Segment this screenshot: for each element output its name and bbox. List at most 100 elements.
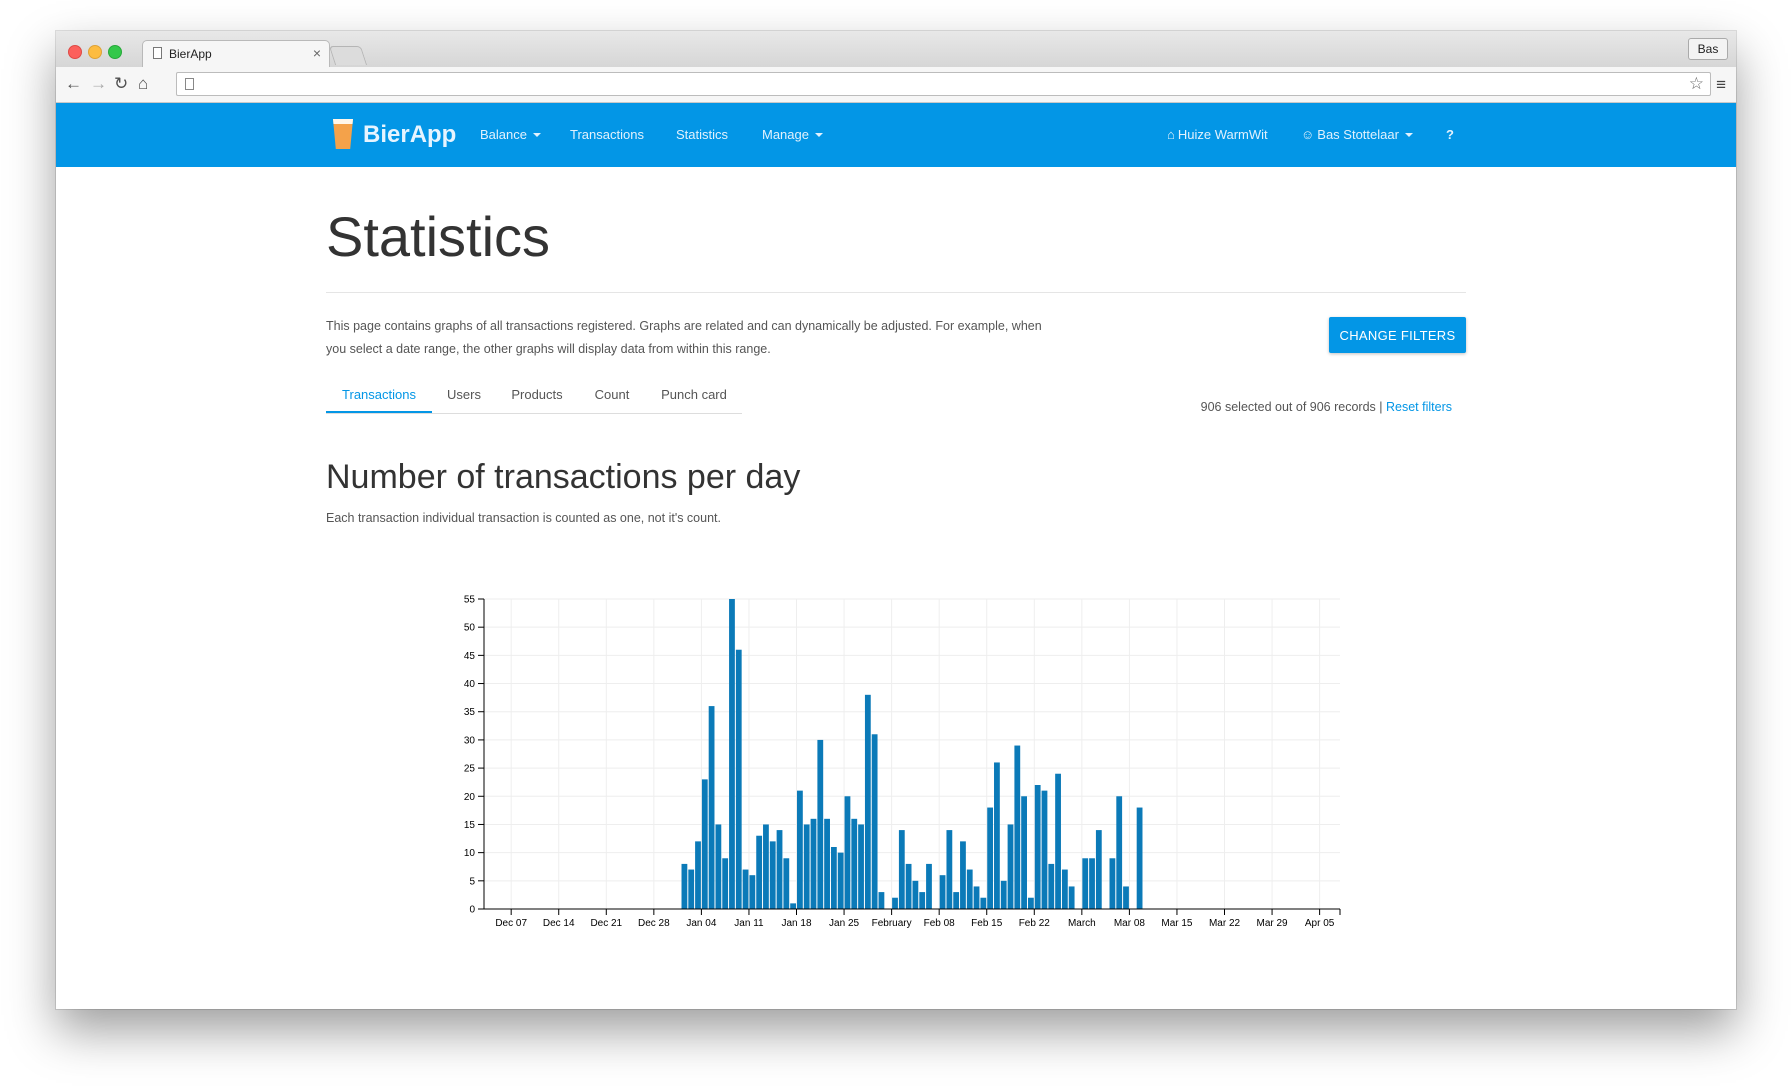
transactions-per-day-chart[interactable]: 0 5 10 15 20 25 30 35 40 45 50 55 Dec 07 Dec 14 Dec 21…: [436, 556, 1396, 936]
browser-tab-title: BierApp: [169, 47, 212, 61]
chart-bar[interactable]: [695, 841, 701, 909]
chart-bar[interactable]: [892, 897, 898, 909]
nav-house[interactable]: ⌂ Huize WarmWit: [1167, 127, 1268, 142]
chart-bar[interactable]: [851, 818, 858, 909]
chart-bar[interactable]: [729, 599, 735, 909]
address-bar[interactable]: ☆: [176, 72, 1711, 96]
chart-bar[interactable]: [1048, 863, 1055, 909]
chart-bar[interactable]: [905, 863, 912, 909]
browser-tab[interactable]: BierApp ×: [142, 40, 330, 68]
close-window-icon[interactable]: [68, 45, 82, 59]
chart-bar[interactable]: [1014, 745, 1021, 909]
chart-bar[interactable]: [749, 875, 756, 909]
chart-bar[interactable]: [803, 824, 810, 909]
chart-bar[interactable]: [926, 863, 932, 909]
x-tick-label: Dec 21: [590, 918, 622, 929]
x-tick-label: Jan 04: [686, 918, 716, 929]
tab-users[interactable]: Users: [447, 387, 481, 402]
chart-bar[interactable]: [735, 649, 742, 909]
nav-user[interactable]: ☺ Bas Stottelaar: [1301, 127, 1413, 142]
nav-transactions[interactable]: Transactions: [570, 127, 644, 142]
chart-bar[interactable]: [824, 818, 830, 909]
chart-bar[interactable]: [790, 903, 797, 909]
chart-bar[interactable]: [756, 835, 763, 909]
chart-bar[interactable]: [681, 863, 688, 909]
chart-bar[interactable]: [708, 706, 715, 909]
chart-bar[interactable]: [973, 886, 980, 909]
chart-bar[interactable]: [987, 807, 994, 909]
tab-count[interactable]: Count: [594, 387, 630, 402]
chart-bar[interactable]: [742, 869, 749, 909]
chart-bar[interactable]: [871, 734, 878, 909]
chart-bar[interactable]: [858, 824, 864, 909]
records-count: 906 selected out of 906 records: [1200, 400, 1376, 414]
chart-bar[interactable]: [830, 847, 837, 909]
chart-bar[interactable]: [1136, 807, 1143, 909]
back-icon[interactable]: ←: [65, 74, 82, 93]
chart-bar[interactable]: [953, 892, 960, 909]
close-tab-icon[interactable]: ×: [312, 45, 321, 61]
chart-bar[interactable]: [1041, 790, 1048, 909]
chart-bar[interactable]: [1068, 886, 1075, 909]
help-icon[interactable]: ?: [1446, 127, 1454, 142]
chart-bar[interactable]: [864, 694, 871, 909]
records-separator: |: [1379, 400, 1383, 414]
chart-bar[interactable]: [810, 818, 817, 909]
nav-manage[interactable]: Manage: [762, 127, 823, 142]
tab-products[interactable]: Products: [511, 387, 563, 402]
chart-bar[interactable]: [1021, 796, 1027, 909]
chart-bar[interactable]: [776, 830, 783, 909]
chart-bar[interactable]: [783, 858, 790, 909]
chart-bar[interactable]: [1095, 830, 1102, 909]
chart-bar[interactable]: [1000, 880, 1007, 909]
minimize-window-icon[interactable]: [88, 45, 102, 59]
chart-bar[interactable]: [1055, 773, 1061, 909]
tab-transactions[interactable]: Transactions: [326, 380, 432, 413]
chart-bar[interactable]: [1034, 785, 1041, 909]
chart-bar[interactable]: [817, 739, 824, 909]
new-tab-button[interactable]: [328, 46, 368, 65]
chart-bar[interactable]: [722, 858, 729, 909]
chart-bar[interactable]: [878, 892, 885, 909]
chart-bar[interactable]: [1089, 858, 1095, 909]
chart-bar[interactable]: [980, 897, 987, 909]
chart-bar[interactable]: [966, 869, 973, 909]
chart-bar[interactable]: [1027, 897, 1034, 909]
reset-filters-link[interactable]: Reset filters: [1386, 400, 1452, 414]
browser-menu-icon[interactable]: ≡: [1716, 75, 1726, 94]
brand-link[interactable]: BierApp: [363, 121, 457, 148]
chart-bar[interactable]: [1116, 796, 1123, 909]
chart-bar[interactable]: [837, 852, 844, 909]
chart-bar[interactable]: [994, 762, 1000, 909]
chart-bar[interactable]: [898, 830, 905, 909]
chart-bar[interactable]: [1061, 869, 1068, 909]
chart-bar[interactable]: [912, 880, 919, 909]
chart-bar[interactable]: [688, 869, 695, 909]
chart-bar[interactable]: [960, 841, 966, 909]
chart-bar[interactable]: [763, 824, 769, 909]
chart-bar[interactable]: [919, 892, 926, 909]
bookmark-star-icon[interactable]: ☆: [1688, 74, 1704, 93]
tab-punch-card[interactable]: Punch card: [661, 387, 727, 402]
chart-bar[interactable]: [844, 796, 851, 909]
chart-bar[interactable]: [1007, 824, 1014, 909]
chart-bar[interactable]: [1109, 858, 1116, 909]
beer-glass-icon[interactable]: [333, 119, 353, 149]
reload-icon[interactable]: ↻: [114, 74, 129, 93]
profile-button[interactable]: Bas: [1688, 38, 1728, 60]
chart-bar[interactable]: [769, 841, 776, 909]
forward-icon[interactable]: →: [90, 74, 107, 93]
chart-bar[interactable]: [1123, 886, 1129, 909]
nav-balance[interactable]: Balance: [480, 127, 541, 142]
chart-bar[interactable]: [797, 790, 803, 909]
maximize-window-icon[interactable]: [108, 45, 122, 59]
chart-bar[interactable]: [939, 875, 946, 909]
home-icon[interactable]: ⌂: [138, 74, 149, 93]
chart-bar[interactable]: [715, 824, 722, 909]
chart-bar[interactable]: [1082, 858, 1089, 909]
chart-bar[interactable]: [946, 830, 953, 909]
chart-bar[interactable]: [701, 779, 708, 909]
nav-statistics[interactable]: Statistics: [676, 127, 729, 142]
change-filters-button[interactable]: CHANGE FILTERS: [1329, 317, 1466, 353]
page-icon: [185, 78, 194, 90]
